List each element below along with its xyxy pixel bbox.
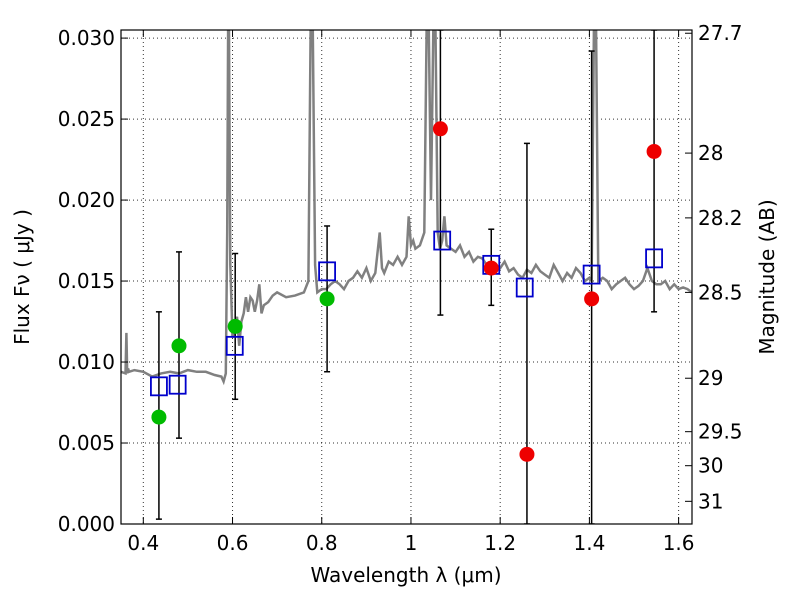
plot-area	[121, 30, 692, 524]
nondetection-point	[519, 446, 535, 462]
y-tick-label: 0.010	[58, 350, 115, 374]
grid-lines	[121, 30, 692, 525]
y-tick-label: 0.030	[58, 26, 115, 50]
y-tick-label: 0.005	[58, 431, 115, 455]
y2-axis-label: Magnitude (AB)	[755, 199, 779, 354]
x-tick-label: 1.6	[663, 531, 695, 555]
nondetection-point	[646, 143, 662, 159]
y2-tick-label: 28.2	[698, 206, 743, 230]
y2-tick-label: 28	[698, 141, 723, 165]
model-box-point	[168, 374, 187, 395]
x-tick-label: 0.4	[127, 531, 159, 555]
nondetection-point	[483, 260, 499, 276]
x-tick-label: 1.4	[573, 531, 605, 555]
plot-frame	[120, 29, 693, 525]
x-tick-label: 1.2	[484, 531, 516, 555]
error-bars	[155, 30, 658, 524]
detection-point	[227, 318, 243, 334]
y-axis-label: Flux Fν ( μJy )	[10, 209, 34, 345]
photometry-points	[151, 121, 662, 462]
nondetection-point	[432, 121, 448, 137]
y-tick-label: 0.020	[58, 188, 115, 212]
spectrum-line	[121, 30, 692, 386]
detection-point	[171, 338, 187, 354]
detection-point	[151, 409, 167, 425]
model-box-point	[582, 264, 601, 285]
x-tick-label: 0.8	[306, 531, 338, 555]
y-tick-label: 0.025	[58, 107, 115, 131]
y2-tick-label: 29	[698, 366, 723, 390]
x-tick-label: 1	[405, 531, 418, 555]
x-axis-label: Wavelength λ (μm)	[310, 563, 501, 587]
nondetection-point	[584, 291, 600, 307]
y2-tick-label: 27.7	[698, 21, 743, 45]
x-tick-label: 0.6	[217, 531, 249, 555]
model-box-point	[150, 376, 168, 397]
y-tick-label: 0.000	[58, 512, 115, 536]
model-box-point	[318, 261, 336, 282]
y-tick-label: 0.015	[58, 269, 115, 293]
model-box-point	[225, 335, 244, 356]
detection-point	[319, 291, 335, 307]
x-axis-ticks: 0.4 0.6 0.8 1 1.2 1.4 1.6	[127, 30, 695, 555]
y2-tick-label: 29.5	[698, 420, 743, 444]
y2-tick-label: 28.5	[698, 280, 743, 304]
y2-axis-ticks: 27.7 28 28.2 28.5 29 29.5 30 31	[685, 21, 743, 513]
y2-tick-label: 30	[698, 454, 723, 478]
y-axis-ticks: 0.000 0.005 0.010 0.015 0.020 0.025 0.030	[58, 26, 128, 536]
model-box-point	[515, 277, 534, 298]
model-photometry-boxes	[150, 230, 663, 397]
model-box-point	[645, 248, 663, 269]
model-box-point	[433, 230, 452, 251]
y2-tick-label: 31	[698, 489, 723, 513]
